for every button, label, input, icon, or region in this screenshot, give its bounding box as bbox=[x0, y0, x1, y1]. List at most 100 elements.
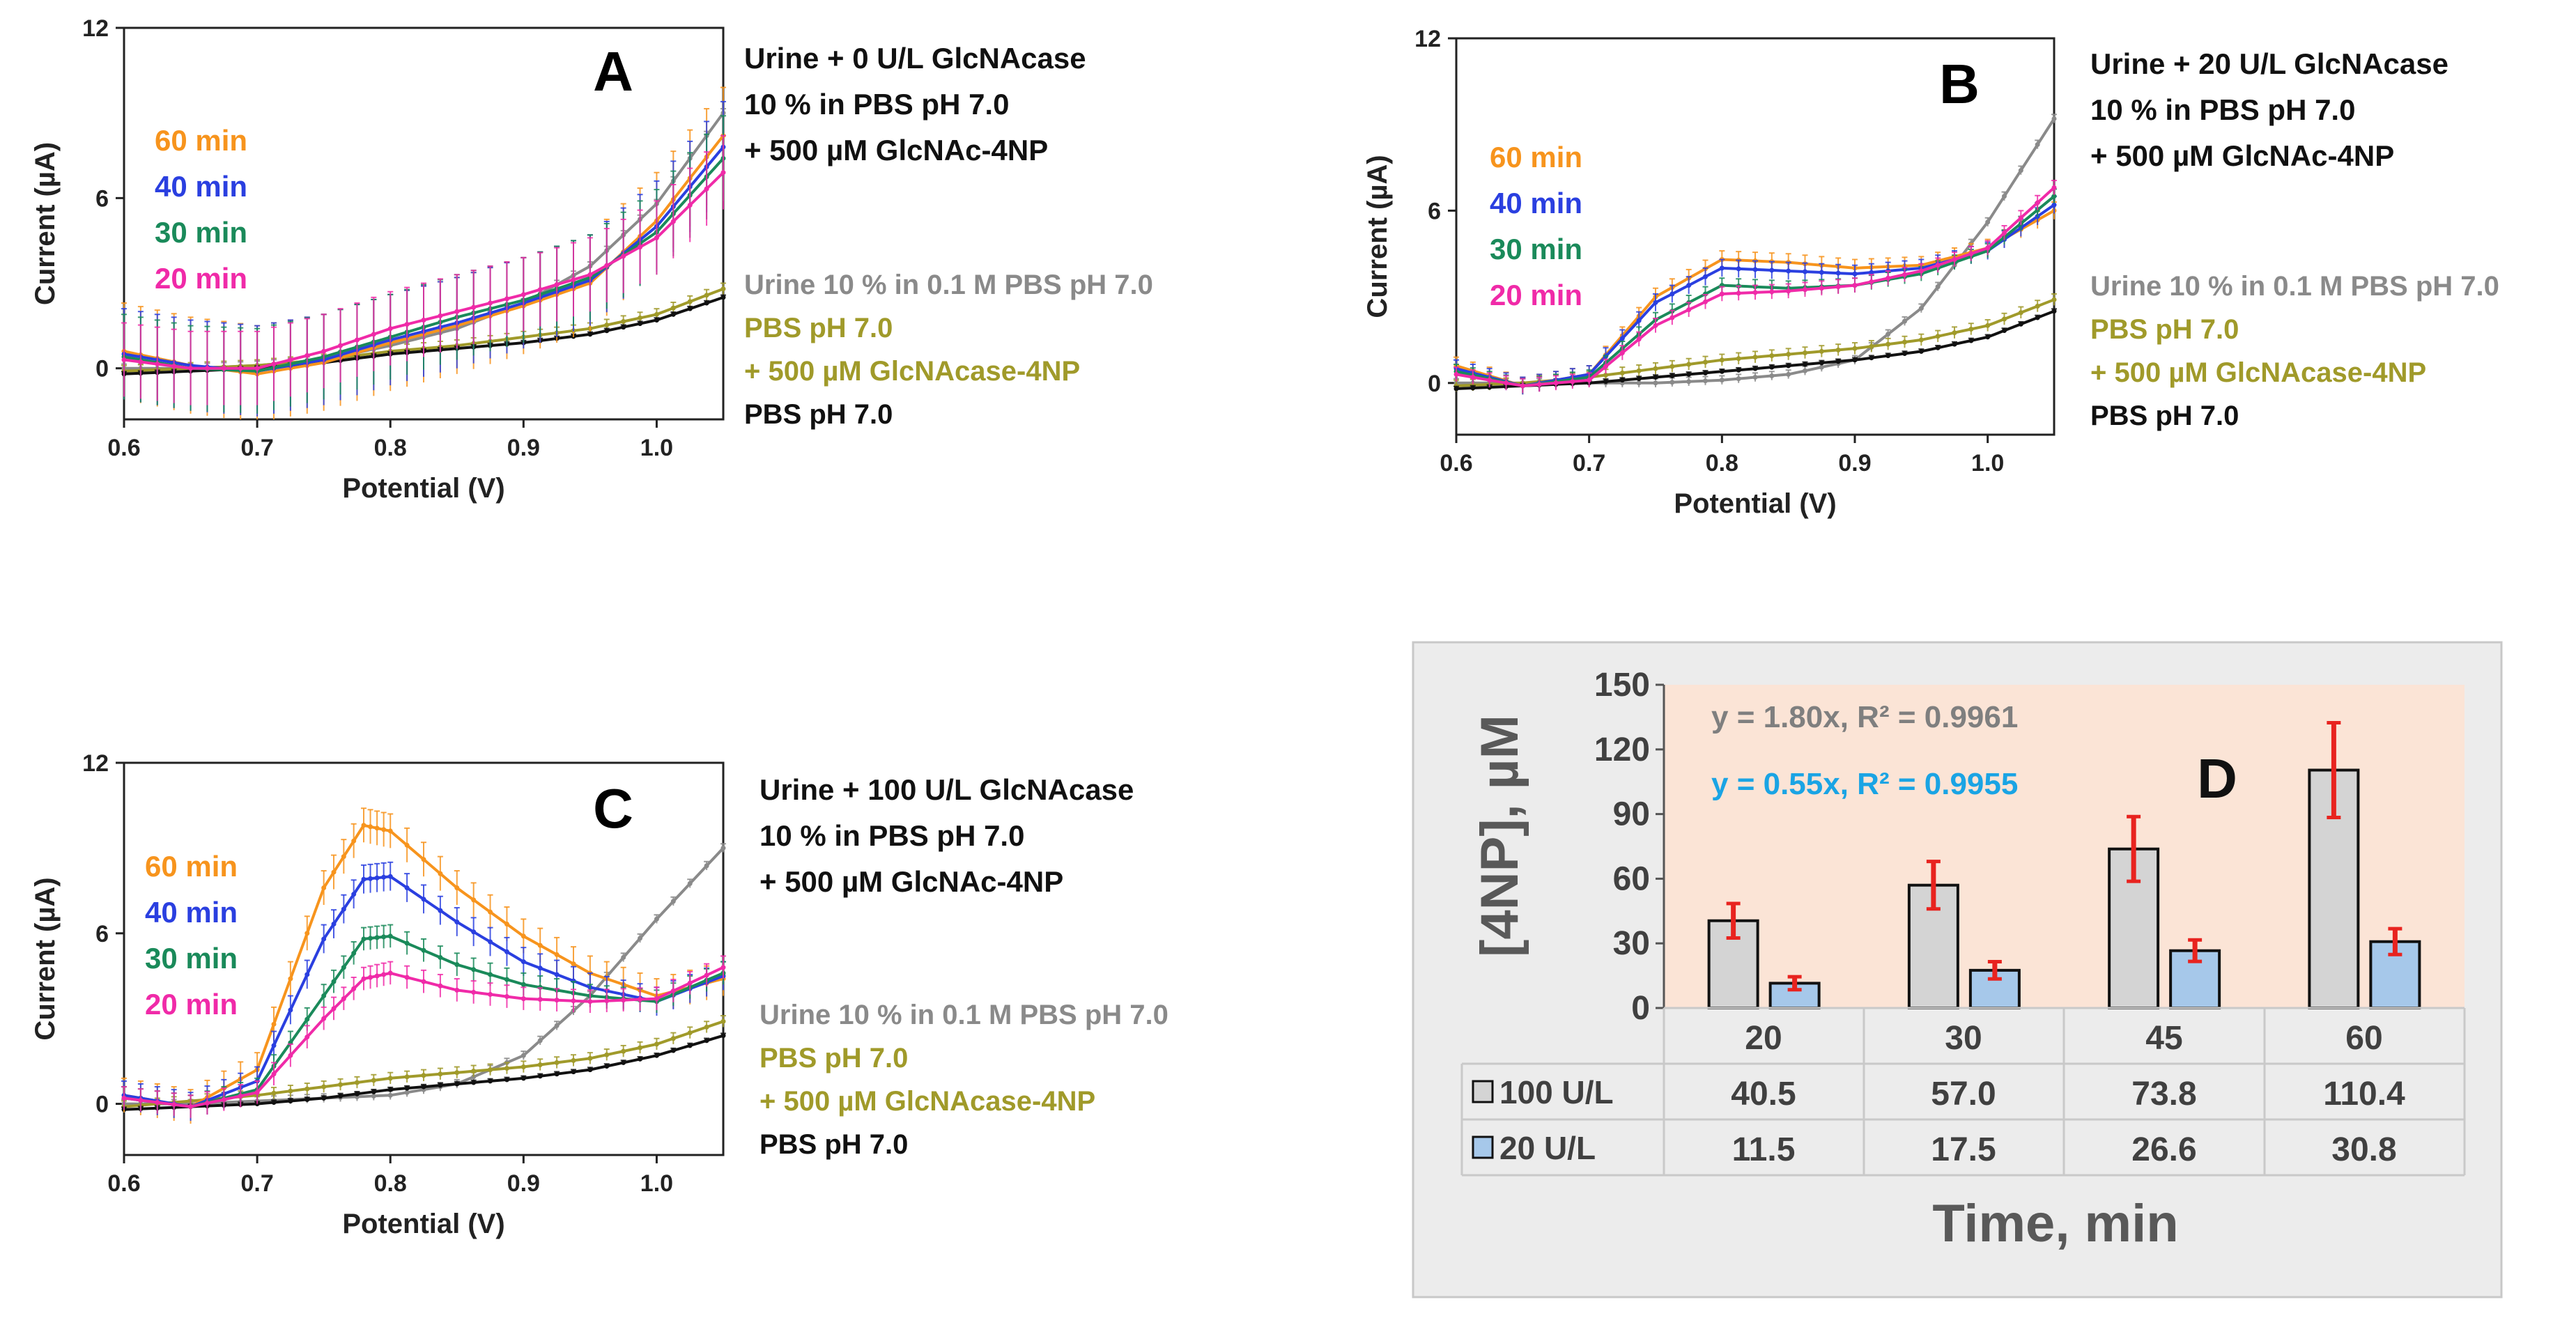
legend-swatch-100 bbox=[1472, 1080, 1494, 1103]
data-point bbox=[404, 940, 410, 946]
table-header-cell: 30 bbox=[1945, 1020, 1982, 1057]
data-point bbox=[361, 936, 367, 942]
data-point bbox=[537, 1038, 543, 1044]
data-point bbox=[638, 245, 643, 250]
data-point bbox=[2035, 303, 2040, 309]
data-point bbox=[1786, 352, 1791, 357]
x-tick-label: 0.9 bbox=[1838, 450, 1871, 476]
data-point bbox=[1619, 370, 1625, 375]
data-point bbox=[1935, 334, 1941, 339]
data-point bbox=[1703, 378, 1708, 384]
data-point bbox=[587, 272, 593, 277]
data-point bbox=[221, 1096, 226, 1102]
data-point bbox=[670, 1036, 676, 1041]
data-point bbox=[670, 311, 676, 317]
data-point bbox=[374, 875, 380, 881]
data-point bbox=[374, 973, 380, 979]
panel-d-data-table: 20 30 45 60 100 U/L 40.5 57.0 73.8 110.4… bbox=[1460, 1007, 2466, 1177]
data-point bbox=[1803, 350, 1807, 355]
panel-d-equation-100: y = 1.80x, R² = 0.9961 bbox=[1711, 700, 2018, 734]
data-point bbox=[204, 366, 210, 371]
y-tick-label: 30 bbox=[1613, 925, 1650, 962]
data-point bbox=[2018, 168, 2023, 173]
data-point bbox=[155, 1100, 160, 1106]
data-point bbox=[520, 1053, 526, 1058]
data-point bbox=[1918, 268, 1924, 274]
data-point bbox=[571, 998, 576, 1004]
data-point bbox=[1619, 336, 1625, 341]
data-point bbox=[1736, 356, 1741, 362]
panel-a-letter: A bbox=[593, 40, 633, 102]
data-point bbox=[488, 1078, 493, 1084]
data-point bbox=[1536, 382, 1542, 387]
data-point bbox=[288, 1053, 293, 1058]
data-point bbox=[1786, 268, 1791, 274]
data-point bbox=[341, 965, 346, 970]
data-point bbox=[1719, 265, 1725, 271]
data-point bbox=[1819, 270, 1824, 275]
data-point bbox=[321, 1095, 327, 1101]
data-point bbox=[361, 876, 367, 882]
data-point bbox=[171, 1102, 177, 1108]
data-point bbox=[1852, 283, 1858, 288]
data-point bbox=[520, 933, 526, 939]
data-point bbox=[1803, 287, 1807, 293]
data-point bbox=[471, 967, 477, 972]
data-point bbox=[587, 999, 593, 1005]
data-point bbox=[351, 950, 357, 956]
data-point bbox=[520, 996, 526, 1002]
data-point bbox=[1669, 315, 1675, 320]
x-tick-label: 0.9 bbox=[507, 1170, 540, 1197]
data-point bbox=[404, 1090, 410, 1095]
data-point bbox=[654, 1041, 659, 1047]
data-point bbox=[638, 321, 643, 327]
data-point bbox=[2051, 194, 2057, 199]
data-point bbox=[1869, 270, 1874, 275]
x-tick-label: 0.6 bbox=[107, 435, 140, 461]
data-point bbox=[1619, 378, 1625, 383]
data-point bbox=[238, 366, 243, 371]
data-point bbox=[2051, 202, 2057, 208]
legend-swatch-20 bbox=[1472, 1135, 1494, 1159]
data-point bbox=[1852, 271, 1858, 277]
data-point bbox=[304, 352, 310, 358]
data-point bbox=[204, 1101, 210, 1106]
panel-c-label-60min: 60 min bbox=[145, 850, 238, 883]
data-point bbox=[587, 1055, 593, 1061]
data-point bbox=[1703, 274, 1708, 279]
data-point bbox=[687, 980, 693, 986]
data-point bbox=[2035, 315, 2040, 320]
data-point bbox=[138, 359, 144, 365]
data-point bbox=[554, 282, 560, 288]
data-point bbox=[2051, 309, 2057, 314]
y-tick-label: 0 bbox=[95, 356, 109, 382]
panel-a-label-60min: 60 min bbox=[155, 124, 247, 157]
data-point bbox=[304, 1016, 310, 1022]
data-point bbox=[1769, 289, 1775, 295]
y-tick-label: 150 bbox=[1594, 667, 1650, 704]
data-point bbox=[121, 357, 127, 362]
data-point bbox=[404, 975, 410, 980]
data-point bbox=[1686, 371, 1692, 377]
data-point bbox=[720, 170, 726, 176]
data-point bbox=[438, 313, 443, 318]
data-point bbox=[221, 366, 226, 371]
data-point bbox=[1852, 357, 1858, 363]
data-point bbox=[638, 1045, 643, 1050]
data-point bbox=[138, 1097, 144, 1103]
data-point bbox=[288, 1088, 293, 1094]
panel-b-title-line-1: Urine + 20 U/L GlcNAcase bbox=[2090, 47, 2448, 80]
panel-c-label-20min: 20 min bbox=[145, 988, 238, 1021]
panel-b-title-line-2: 10 % in PBS pH 7.0 bbox=[2090, 93, 2355, 126]
data-point bbox=[381, 827, 387, 832]
data-point bbox=[621, 954, 626, 960]
data-point bbox=[438, 1071, 443, 1077]
panel-c-title-line-1: Urine + 100 U/L GlcNAcase bbox=[759, 773, 1134, 806]
data-point bbox=[121, 1095, 127, 1101]
data-point bbox=[454, 1070, 460, 1076]
data-point bbox=[381, 934, 387, 940]
panel-c-plot-area: 0.6 0.7 0.8 0.9 1.0 0 6 12 Potential (V) Current … bbox=[30, 750, 726, 1239]
data-point bbox=[1669, 291, 1675, 297]
data-point bbox=[704, 300, 709, 306]
